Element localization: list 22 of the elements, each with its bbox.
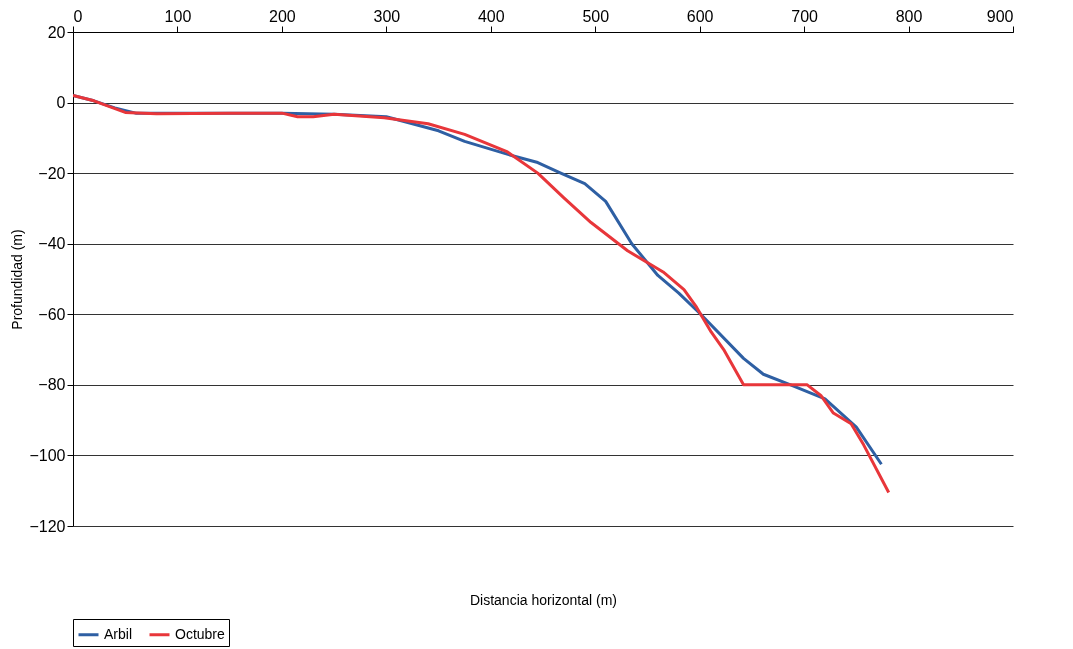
- y-tick-label: 0: [56, 94, 66, 112]
- y-tick-label: −120: [29, 517, 66, 535]
- x-tick-label: 200: [269, 7, 296, 25]
- y-tick-label: −100: [29, 446, 66, 464]
- x-tick-label: 0: [73, 7, 83, 25]
- x-tick-label: 700: [791, 7, 819, 25]
- x-tick-label: 800: [895, 7, 923, 25]
- x-axis-title: Distancia horizontal (m): [469, 591, 618, 608]
- x-tick-label: 500: [582, 7, 610, 25]
- x-tick-label: 100: [164, 7, 192, 25]
- y-tick-label: 20: [47, 23, 66, 41]
- y-tick-label: −60: [38, 305, 66, 323]
- y-tick-label: −80: [38, 376, 66, 394]
- y-tick-label: −20: [38, 164, 66, 182]
- legend-label: Arbil: [104, 625, 133, 642]
- x-tick-label: 900: [986, 7, 1014, 25]
- x-tick-label: 600: [686, 7, 714, 25]
- x-tick-label: 300: [373, 7, 401, 25]
- y-axis-title: Profundidad (m): [9, 229, 26, 330]
- legend-label: Octubre: [175, 625, 226, 642]
- x-tick-label: 400: [477, 7, 505, 25]
- y-tick-label: −40: [38, 235, 66, 253]
